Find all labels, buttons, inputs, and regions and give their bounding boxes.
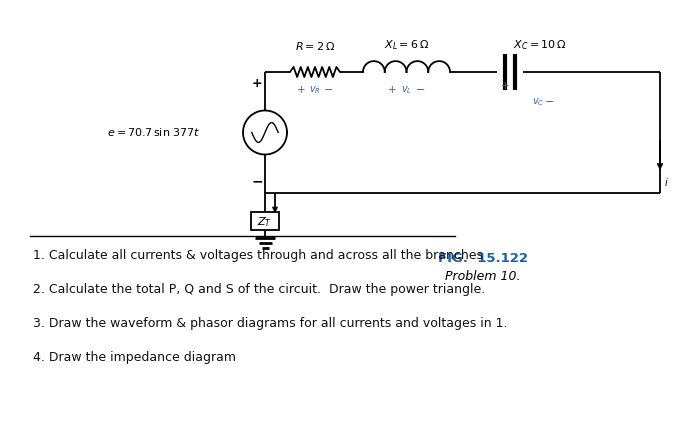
Text: $e = 70.7\,\sin\,377t$: $e = 70.7\,\sin\,377t$ bbox=[106, 127, 200, 139]
Text: 2. Calculate the total P, Q and S of the circuit.  Draw the power triangle.: 2. Calculate the total P, Q and S of the… bbox=[33, 283, 485, 296]
Text: Problem 10.: Problem 10. bbox=[444, 269, 520, 283]
Text: 3. Draw the waveform & phasor diagrams for all currents and voltages in 1.: 3. Draw the waveform & phasor diagrams f… bbox=[33, 317, 507, 330]
Text: +: + bbox=[297, 85, 305, 95]
Text: +: + bbox=[252, 77, 262, 90]
Text: $v_L$: $v_L$ bbox=[401, 84, 412, 96]
Text: 1. Calculate all currents & voltages through and across all the branches: 1. Calculate all currents & voltages thr… bbox=[33, 249, 483, 262]
Text: −: − bbox=[324, 85, 334, 95]
Text: +: + bbox=[500, 81, 510, 91]
Text: $R = 2\,\Omega$: $R = 2\,\Omega$ bbox=[295, 40, 335, 52]
Text: $Z_T$: $Z_T$ bbox=[258, 215, 272, 229]
Text: 4. Draw the impedance diagram: 4. Draw the impedance diagram bbox=[33, 351, 236, 364]
Text: −: − bbox=[545, 97, 554, 107]
Text: −: − bbox=[416, 85, 425, 95]
Text: $X_C = 10\,\Omega$: $X_C = 10\,\Omega$ bbox=[513, 38, 567, 52]
Text: $v_R$: $v_R$ bbox=[309, 84, 321, 96]
Text: +: + bbox=[389, 85, 397, 95]
Text: $X_L = 6\,\Omega$: $X_L = 6\,\Omega$ bbox=[384, 38, 429, 52]
Text: FIG.  15.122: FIG. 15.122 bbox=[438, 251, 528, 265]
Text: i: i bbox=[665, 178, 668, 188]
FancyBboxPatch shape bbox=[251, 212, 279, 230]
Text: $v_C$: $v_C$ bbox=[532, 96, 545, 108]
Text: −: − bbox=[251, 174, 262, 188]
